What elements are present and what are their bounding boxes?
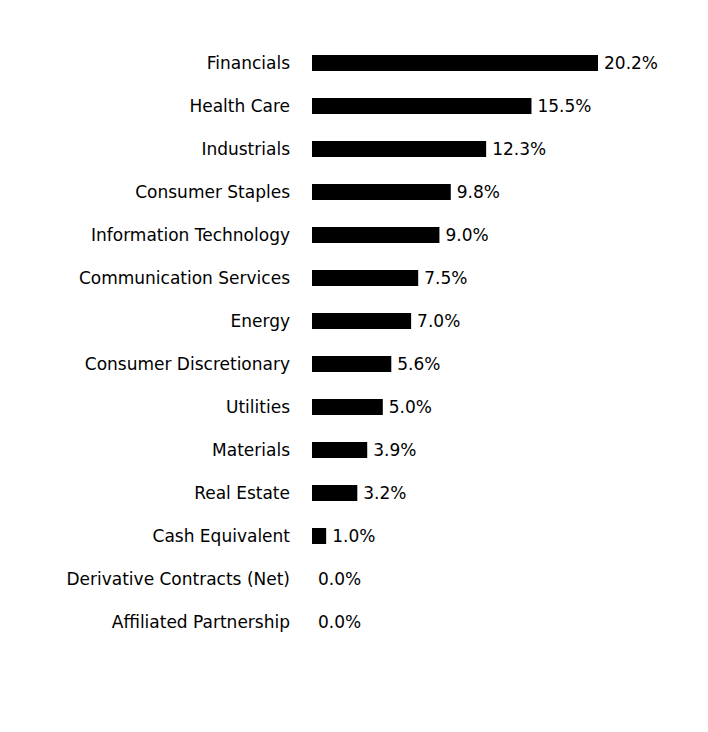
data-label: 7.0%	[417, 311, 460, 331]
bar	[312, 442, 367, 458]
data-label: 1.0%	[332, 526, 375, 546]
category-label: Industrials	[201, 139, 290, 159]
category-label: Materials	[212, 440, 290, 460]
bar	[312, 528, 326, 544]
category-label: Real Estate	[194, 483, 290, 503]
labels: Financials 20.2% Health Care 15.5% Industria…	[66, 53, 658, 632]
chart-svg: Financials 20.2% Health Care 15.5% Industria…	[0, 0, 708, 732]
category-label: Consumer Discretionary	[85, 354, 290, 374]
category-label: Utilities	[226, 397, 290, 417]
category-label: Communication Services	[79, 268, 290, 288]
bar	[312, 399, 383, 415]
data-label: 0.0%	[318, 612, 361, 632]
data-label: 20.2%	[604, 53, 658, 73]
bar	[312, 98, 531, 114]
category-label: Information Technology	[91, 225, 290, 245]
category-label: Affiliated Partnership	[112, 612, 290, 632]
bar	[312, 313, 411, 329]
data-label: 9.0%	[445, 225, 488, 245]
data-label: 9.8%	[457, 182, 500, 202]
chart-container: Financials 20.2% Health Care 15.5% Industria…	[0, 0, 708, 732]
data-label: 0.0%	[318, 569, 361, 589]
data-label: 3.9%	[373, 440, 416, 460]
category-label: Energy	[230, 311, 290, 331]
data-label: 12.3%	[492, 139, 546, 159]
bar	[312, 614, 313, 630]
category-label: Derivative Contracts (Net)	[66, 569, 290, 589]
bar	[312, 184, 451, 200]
bars	[312, 55, 598, 544]
bar	[312, 55, 598, 71]
data-label: 15.5%	[537, 96, 591, 116]
bar	[312, 141, 486, 157]
category-label: Financials	[207, 53, 290, 73]
data-label: 5.0%	[389, 397, 432, 417]
bar	[312, 485, 357, 501]
category-label: Health Care	[189, 96, 290, 116]
data-label: 7.5%	[424, 268, 467, 288]
category-label: Consumer Staples	[135, 182, 290, 202]
data-label: 3.2%	[363, 483, 406, 503]
data-label: 5.6%	[397, 354, 440, 374]
bar	[312, 571, 313, 587]
bar	[312, 356, 391, 372]
bar	[312, 270, 418, 286]
bar	[312, 227, 439, 243]
category-label: Cash Equivalent	[153, 526, 291, 546]
